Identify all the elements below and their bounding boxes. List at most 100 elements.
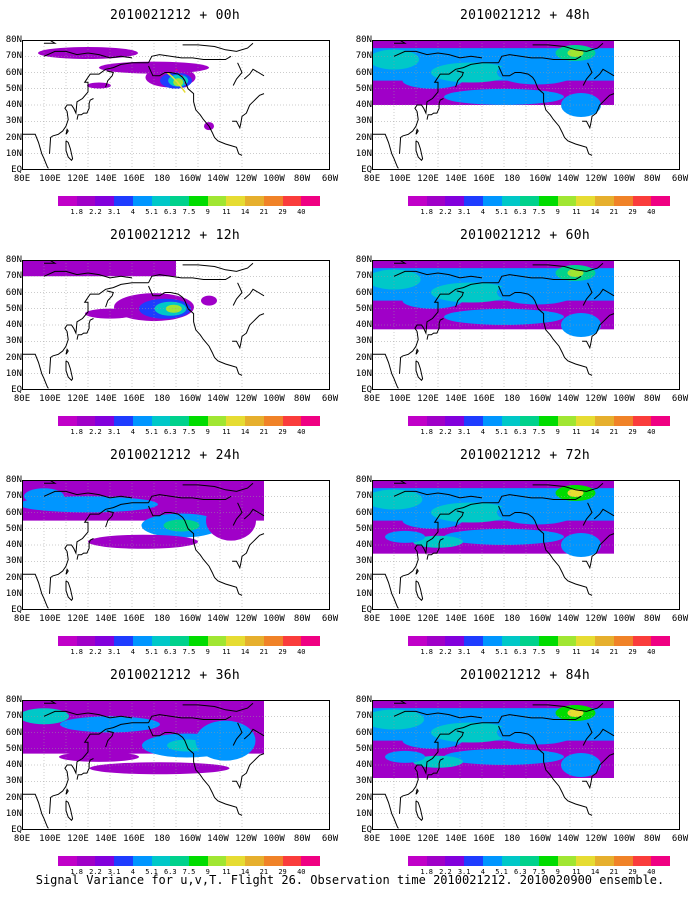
colorbar-swatch (58, 416, 77, 426)
lon-tick-label: 180 (503, 174, 521, 184)
coastline (65, 128, 69, 135)
colorbar-swatch (539, 416, 558, 426)
variance-map (22, 40, 330, 170)
lon-tick-label: 100E (39, 174, 61, 184)
colorbar (408, 416, 671, 426)
coastline (76, 318, 94, 340)
lat-tick-label: 10N (355, 588, 372, 599)
coastline (532, 262, 604, 272)
colorbar-label: 6.3 (513, 208, 527, 216)
colorbar-swatch (632, 636, 652, 646)
lon-tick-label: 80E (13, 174, 31, 184)
lat-tick-label: EQ (11, 385, 22, 395)
colorbar-swatch (301, 856, 321, 866)
colorbar-label: 29 (628, 208, 637, 216)
colorbar-swatch (282, 636, 302, 646)
lon-tick-label: 140W (207, 394, 229, 404)
colorbar-label: 5.1 (495, 648, 508, 656)
lon-tick-label: 80W (643, 834, 661, 844)
lat-tick-label: 80N (355, 35, 372, 45)
lon-tick-label: 160E (123, 394, 145, 404)
lat-tick-label: 70N (355, 711, 372, 722)
colorbar-label: 1.8 (420, 428, 434, 436)
colorbar-swatch (408, 636, 427, 646)
lat-tick-label: 50N (355, 83, 372, 94)
coastline (399, 722, 499, 814)
colorbar-swatch (207, 416, 227, 426)
coastline (44, 700, 57, 704)
lon-tick-label: 60W (321, 614, 339, 624)
coastline (426, 758, 444, 780)
lon-tick-label: 80W (293, 834, 311, 844)
coastline (65, 568, 69, 575)
lat-tick-label: 20N (355, 352, 372, 363)
colorbar-label: 4 (130, 648, 135, 656)
colorbar-swatch (132, 416, 152, 426)
colorbar-label: 3.1 (107, 648, 121, 656)
colorbar-label: 14 (240, 868, 250, 876)
map-panel-84h: 2010021212 + 84h 80N 70N 60N 50N 40N 30N 20N 10N… (350, 660, 700, 880)
lat-tick-label: 60N (5, 727, 22, 738)
colorbar-swatch (95, 196, 115, 206)
lat-tick-label: 30N (5, 336, 22, 347)
panel-title: 2010021212 + 36h (109, 668, 241, 683)
coastline (148, 54, 232, 64)
colorbar (408, 856, 671, 866)
colorbar-label: 5.1 (145, 428, 158, 436)
colorbar-label: 7.5 (182, 208, 196, 216)
colorbar-label: 29 (278, 648, 287, 656)
colorbar-label: 14 (240, 428, 250, 436)
colorbar (408, 636, 671, 646)
lon-tick-label: 120E (67, 174, 89, 184)
coastline (182, 482, 254, 492)
colorbar-swatch (189, 636, 208, 646)
coastline (22, 353, 49, 389)
colorbar-swatch (170, 636, 190, 646)
lat-tick-label: 30N (355, 556, 372, 567)
colorbar-label: 4 (480, 868, 485, 876)
lon-tick-label: 80E (363, 834, 381, 844)
colorbar-swatch (557, 416, 577, 426)
colorbar-swatch (408, 856, 427, 866)
coastline (394, 260, 407, 264)
lon-tick-label: 180 (503, 394, 521, 404)
coastline (372, 353, 399, 389)
lat-tick-label: 30N (355, 336, 372, 347)
lon-tick-label: 160W (529, 834, 551, 844)
coastline (232, 62, 243, 86)
lat-tick-label: 80N (5, 255, 22, 265)
coastline (532, 482, 604, 492)
colorbar-label: 9 (555, 868, 560, 876)
lon-tick-label: 160W (179, 174, 201, 184)
colorbar-swatch (151, 196, 171, 206)
coastline (43, 490, 133, 499)
coastline (426, 538, 444, 560)
coastline (65, 580, 74, 602)
colorbar-swatch (464, 196, 483, 206)
colorbar-label: 21 (609, 208, 619, 216)
coastline (372, 793, 399, 829)
colorbar-label: 3.1 (457, 428, 471, 436)
colorbar-label: 6.3 (513, 648, 527, 656)
colorbar-label: 40 (297, 428, 306, 436)
colorbar-label: 21 (609, 428, 619, 436)
lat-tick-label: 10N (355, 368, 372, 379)
coastline (498, 714, 582, 724)
colorbar-swatch (263, 416, 283, 426)
colorbar-label: 6.3 (513, 868, 527, 876)
colorbar-label: 29 (278, 868, 287, 876)
colorbar-swatch (464, 636, 483, 646)
coastline (593, 508, 615, 520)
coastline (593, 288, 615, 300)
coastline (65, 800, 74, 822)
colorbar (408, 196, 671, 206)
lat-tick-label: 70N (5, 711, 22, 722)
lon-tick-label: 80W (643, 394, 661, 404)
colorbar-swatch (76, 196, 96, 206)
colorbar-label: 11 (572, 428, 581, 436)
colorbar-swatch (520, 856, 540, 866)
colorbar-label: 7.5 (182, 868, 196, 876)
lon-tick-label: 100W (263, 614, 285, 624)
lat-tick-label: EQ (361, 605, 372, 615)
coastline (44, 260, 57, 264)
